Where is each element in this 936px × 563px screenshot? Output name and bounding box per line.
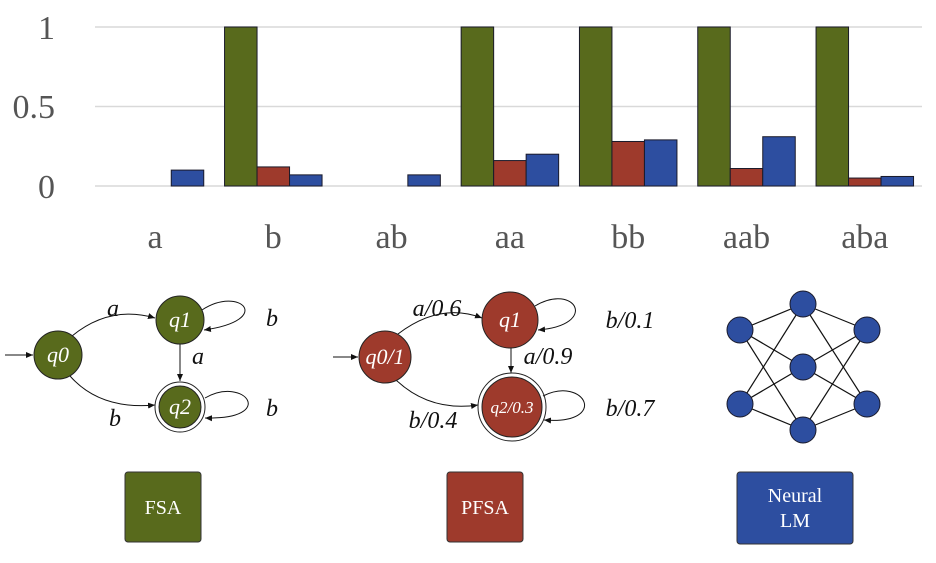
nn-node [789, 290, 817, 318]
accept-ring-q2 [154, 381, 206, 433]
fsa-label: FSA [145, 497, 182, 519]
y-tick-0: 0 [38, 169, 55, 206]
bar-aab-series3 [762, 136, 796, 187]
accept-ring-q2 [477, 372, 547, 442]
bar-ab-series3 [407, 174, 441, 187]
edge-label: a/0.9 [524, 344, 573, 370]
state-q2 [481, 376, 543, 438]
neural-lm-label-line1: Neural [768, 485, 823, 507]
nn-node [853, 390, 881, 418]
state-q0 [33, 330, 83, 380]
nn-connection [739, 329, 804, 431]
bar-a-series3 [170, 169, 205, 187]
state-q2 [158, 385, 202, 429]
bar-bb-series1 [578, 26, 613, 187]
x-tick-label: ab [376, 219, 408, 256]
y-tick-0.5: 0.5 [13, 89, 56, 126]
edge-label: b/0.7 [606, 396, 656, 422]
pfsa-box [446, 471, 524, 543]
state-q0 [358, 330, 412, 384]
edge-label: b/0.1 [606, 308, 655, 334]
x-tick-label: b [265, 219, 282, 256]
neural-lm-box [736, 471, 854, 545]
edge-label: b [266, 306, 278, 332]
bar-bb-series2 [611, 140, 645, 187]
nn-node [726, 390, 754, 418]
x-tick-label: a [147, 219, 162, 256]
state-label: q0 [47, 342, 69, 367]
edge-label: a/0.6 [413, 296, 462, 322]
bar-aab-series2 [729, 168, 764, 187]
neural-lm-label-line2: LM [780, 510, 810, 532]
nn-node [853, 316, 881, 344]
edge-label: b [109, 406, 121, 432]
bar-aa-series1 [460, 26, 495, 187]
x-tick-label: aa [495, 219, 525, 256]
edge-q0-q1 [397, 312, 483, 335]
x-tick-label: bb [611, 219, 645, 256]
loop-q1 [534, 298, 576, 333]
fsa-diagram: q0 q1 q2 a b a b b FSA [5, 295, 278, 543]
x-tick-label: aab [723, 219, 770, 256]
bar-aba-series1 [815, 26, 850, 187]
edge-label: b [266, 396, 278, 422]
state-label: q1 [169, 307, 191, 332]
state-q1 [481, 291, 539, 349]
nn-connection [802, 303, 868, 405]
state-q1 [155, 295, 205, 345]
pfsa-diagram: q0/1 q1 q2/0.3 a/0.6 b/0.4 a/0.9 b/0.1 b… [333, 291, 656, 543]
x-tick-label: aba [841, 219, 888, 256]
state-label: q1 [499, 307, 521, 332]
loop-q2 [204, 390, 249, 422]
bar-aab-series1 [697, 26, 731, 187]
edge-label: a [192, 344, 204, 370]
bar-aa-series2 [493, 160, 527, 187]
state-label: q2/0.3 [491, 398, 534, 417]
edge-q0-q1 [71, 313, 156, 337]
state-label: q0/1 [365, 344, 404, 369]
nn-node [789, 353, 817, 381]
loop-q2 [542, 390, 586, 424]
pfsa-label: PFSA [461, 497, 509, 519]
y-tick-1: 1 [38, 10, 55, 47]
bar-chart: 0 0.5 1 a b ab aa bb aab aba [13, 10, 922, 256]
bar-aba-series2 [848, 177, 882, 187]
bar-bb-series3 [643, 139, 678, 187]
bar-b-series2 [256, 166, 291, 187]
nn-node [789, 416, 817, 444]
edge-q0-q2 [395, 379, 479, 409]
state-label: q2 [169, 394, 191, 419]
edge-label: a [107, 296, 119, 322]
fsa-box [124, 471, 202, 543]
edge-q0-q2 [69, 375, 156, 409]
nn-connection [739, 303, 804, 405]
bar-b-series1 [224, 26, 258, 187]
bar-aa-series3 [525, 153, 560, 187]
bar-b-series3 [289, 174, 323, 187]
loop-q1 [201, 300, 246, 332]
neural-network-diagram: Neural LM [726, 290, 881, 545]
nn-connection [802, 329, 868, 431]
bar-aba-series3 [880, 175, 915, 187]
edge-label: b/0.4 [409, 408, 458, 434]
nn-node [726, 316, 754, 344]
